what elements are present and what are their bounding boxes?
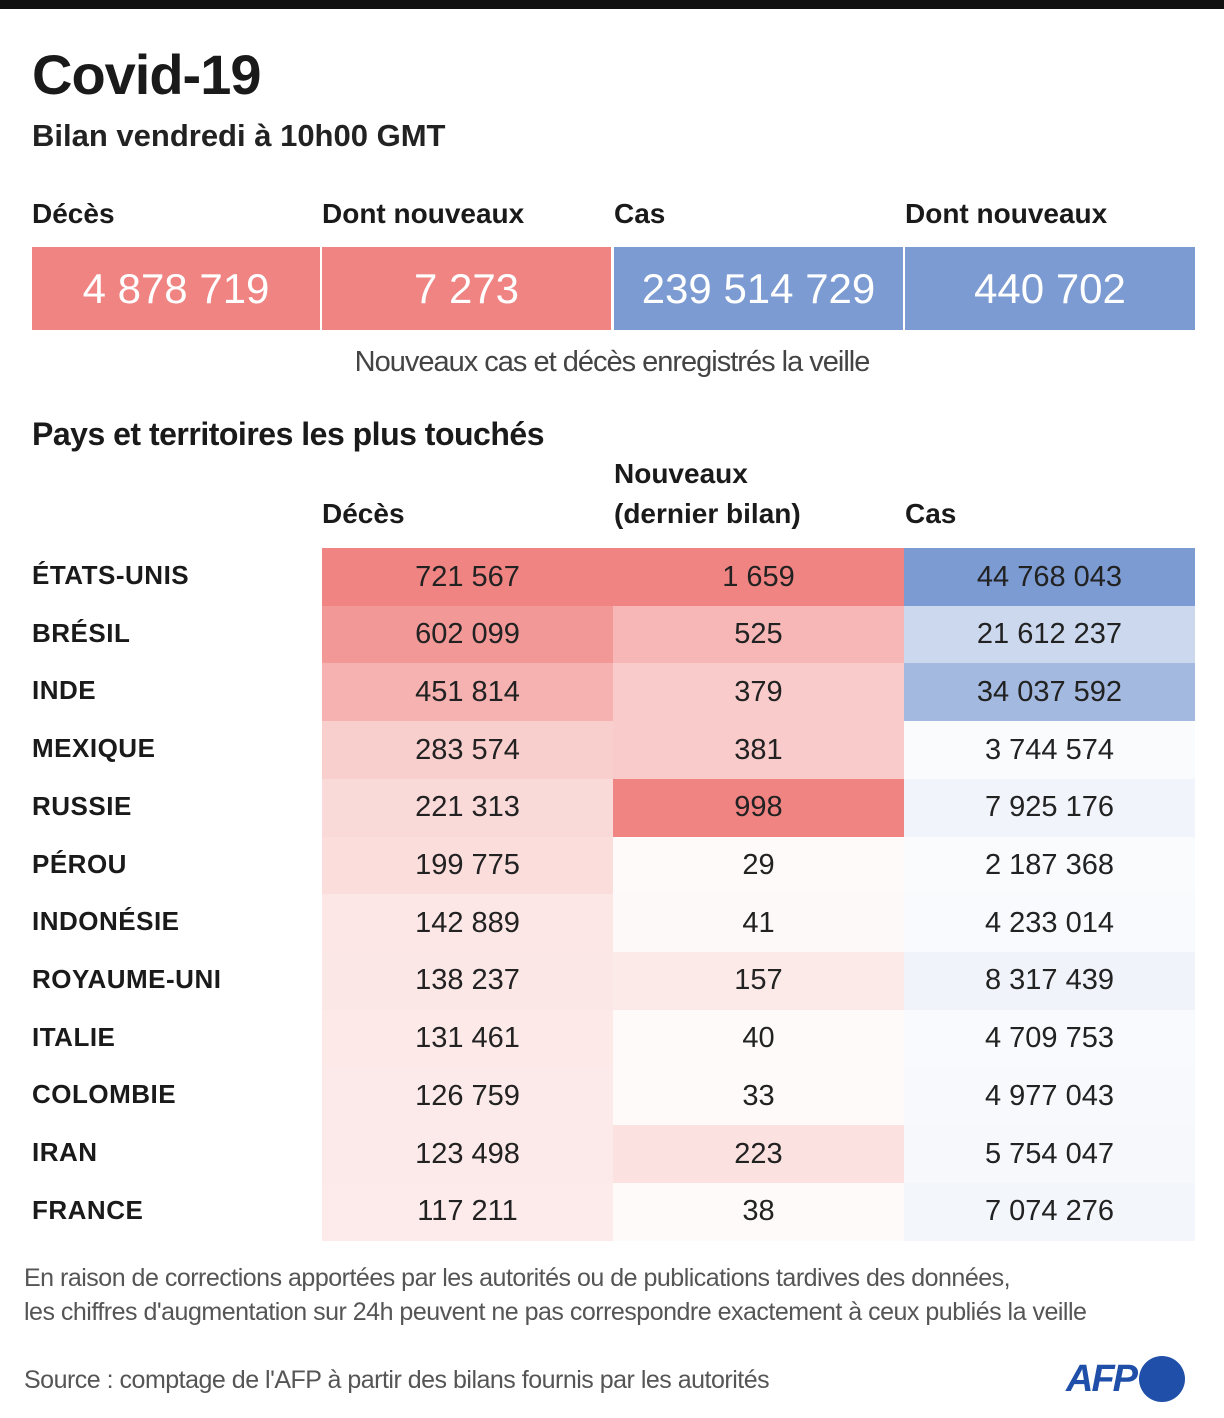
cell-deces: 199 775 [322, 836, 613, 895]
cell-nouveaux: 33 [613, 1067, 904, 1126]
cell-cas: 21 612 237 [904, 605, 1195, 664]
summary-deaths: 4 878 719 [32, 247, 320, 330]
source-text: Source : comptage de l'AFP à partir des … [24, 1366, 770, 1394]
cell-nouveaux: 29 [613, 836, 904, 895]
country-label: COLOMBIE [32, 1079, 177, 1110]
top-bar [0, 0, 1224, 9]
subtitle: Bilan vendredi à 10h00 GMT [32, 118, 446, 153]
country-label: INDONÉSIE [32, 906, 180, 937]
cell-cas: 2 187 368 [904, 836, 1195, 895]
cell-nouveaux: 38 [613, 1182, 904, 1241]
cell-nouveaux: 1 659 [613, 548, 904, 606]
country-label: ITALIE [32, 1021, 116, 1052]
footnote-line-2: les chiffres d'augmentation sur 24h peuv… [24, 1298, 1087, 1326]
cell-cas: 5 754 047 [904, 1125, 1195, 1183]
cell-cas: 7 074 276 [904, 1182, 1195, 1241]
cell-cas: 4 233 014 [904, 894, 1195, 953]
cell-deces: 721 567 [322, 548, 613, 606]
summary-label-cases: Cas [614, 198, 666, 229]
col-header-new-2: (dernier bilan) [614, 498, 801, 529]
cell-nouveaux: 40 [613, 1009, 904, 1068]
cell-cas: 8 317 439 [904, 951, 1195, 1010]
cell-nouveaux: 41 [613, 894, 904, 953]
cell-deces: 451 814 [322, 663, 613, 722]
cell-cas: 4 709 753 [904, 1009, 1195, 1068]
cell-deces: 123 498 [322, 1125, 613, 1183]
cell-deces: 131 461 [322, 1009, 613, 1068]
country-label: ÉTATS-UNIS [32, 560, 190, 590]
cell-deces: 126 759 [322, 1067, 613, 1126]
country-label: RUSSIE [32, 790, 132, 821]
country-label: ROYAUME-UNI [32, 963, 222, 994]
footnote-line-1: En raison de corrections apportées par l… [24, 1264, 1011, 1292]
summary-label-new-cases: Dont nouveaux [905, 198, 1108, 229]
summary-new-deaths: 7 273 [322, 247, 611, 330]
cell-deces: 138 237 [322, 951, 613, 1010]
cell-deces: 283 574 [322, 721, 613, 780]
afp-logo-text: AFP [1066, 1357, 1138, 1400]
afp-logo: AFP [1066, 1356, 1185, 1402]
cell-cas: 3 744 574 [904, 721, 1195, 780]
col-header-new-1: Nouveaux [614, 458, 748, 489]
cell-cas: 34 037 592 [904, 663, 1195, 722]
cell-nouveaux: 525 [613, 605, 904, 664]
cell-cas: 4 977 043 [904, 1067, 1195, 1126]
cell-nouveaux: 381 [613, 721, 904, 780]
cell-deces: 117 211 [322, 1182, 613, 1241]
country-label: PÉROU [32, 848, 127, 879]
cell-nouveaux: 157 [613, 951, 904, 1010]
col-header-cases: Cas [905, 498, 957, 529]
page-title: Covid-19 [32, 43, 261, 106]
summary-note: Nouveaux cas et décès enregistrés la vei… [354, 346, 871, 378]
summary-label-deaths: Décès [32, 198, 115, 229]
cell-nouveaux: 998 [613, 778, 904, 837]
country-label: BRÉSIL [32, 617, 131, 648]
country-label: INDE [32, 675, 97, 706]
cell-nouveaux: 223 [613, 1125, 904, 1183]
country-label: MEXIQUE [32, 733, 156, 764]
cell-deces: 221 313 [322, 778, 613, 837]
summary-cases: 239 514 729 [614, 247, 903, 330]
country-label: FRANCE [32, 1194, 144, 1225]
summary-label-new-deaths: Dont nouveaux [322, 198, 525, 229]
cell-cas: 7 925 176 [904, 778, 1195, 837]
cell-deces: 602 099 [322, 605, 613, 664]
country-label: IRAN [32, 1137, 98, 1167]
afp-logo-circle [1139, 1356, 1185, 1402]
cell-cas: 44 768 043 [904, 548, 1195, 606]
cell-nouveaux: 379 [613, 663, 904, 722]
cell-deces: 142 889 [322, 894, 613, 953]
col-header-deaths: Décès [322, 498, 405, 529]
summary-new-cases: 440 702 [905, 247, 1195, 330]
table-title: Pays et territoires les plus touchés [32, 416, 544, 452]
